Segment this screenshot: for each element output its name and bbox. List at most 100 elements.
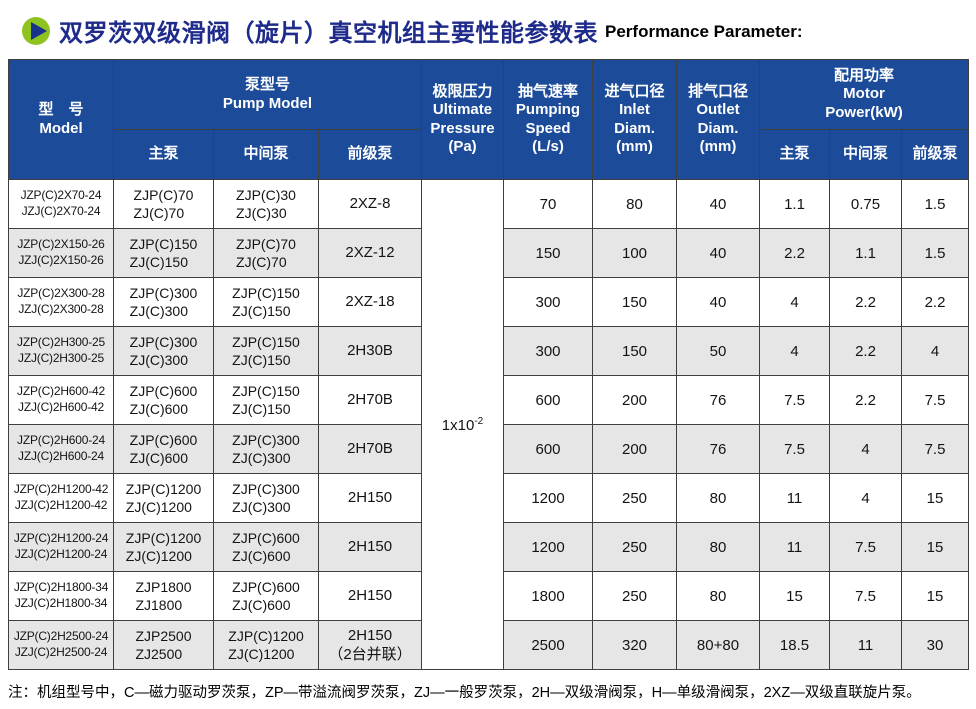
cell-main-pump: ZJP(C)300 ZJ(C)300 — [113, 326, 214, 376]
cell-mid-pump-line: ZJ(C)150 — [232, 303, 291, 319]
cell-power-mid: 4 — [829, 473, 902, 523]
cell-power-fore: 30 — [900, 620, 970, 670]
cell-main-pump-line: ZJ(C)600 — [129, 450, 189, 466]
outlet-line: Diam. — [697, 119, 739, 137]
cell-fore-pump: 2H150 — [318, 473, 422, 523]
col-header-pumping-speed: 抽气速率 Pumping Speed (L/s) — [503, 59, 593, 180]
cell-main-pump-line: ZJP(C)1200 — [125, 529, 202, 546]
cell-inlet-diam: 250 — [592, 473, 677, 523]
cell-power-mid: 1.1 — [829, 228, 902, 278]
cell-main-pump-line: ZJP(C)300 — [129, 284, 198, 301]
cell-outlet-diam: 40 — [676, 179, 760, 229]
cell-main-pump: ZJP(C)70 ZJ(C)70 — [113, 179, 214, 229]
cell-mid-pump-line: ZJ(C)600 — [232, 548, 291, 564]
cell-mid-pump-line: ZJ(C)1200 — [228, 646, 295, 662]
col-header-motor-power-group: 配用功率 Motor Power(kW) — [758, 59, 970, 130]
cell-main-pump-line: ZJ(C)70 — [133, 205, 185, 221]
cell-mid-pump-line: ZJP(C)300 — [232, 480, 300, 497]
table-row: JZP(C)2H1200-24 JZJ(C)2H1200-24 ZJP(C)1200… — [8, 522, 970, 572]
col-header-model-en: Model — [39, 119, 83, 137]
cell-model: JZP(C)2H600-24 JZJ(C)2H600-24 — [8, 424, 114, 474]
cell-power-mid: 2.2 — [829, 375, 902, 425]
inlet-line: Inlet — [619, 101, 650, 119]
cell-main-pump-lines: ZJP(C)300 ZJ(C)300 — [130, 333, 198, 369]
ultimate-pressure-base: 1x10 — [441, 416, 475, 434]
speed-line: 抽气速率 — [517, 82, 578, 100]
col-header-ultimate-pressure: 极限压力 Ultimate Pressure (Pa) — [421, 59, 504, 180]
cell-mid-pump: ZJP(C)300 ZJ(C)300 — [213, 473, 319, 523]
table-row: JZP(C)2H1200-42 JZJ(C)2H1200-42 ZJP(C)1200… — [8, 473, 970, 523]
cell-main-pump: ZJP(C)300 ZJ(C)300 — [113, 277, 214, 327]
cell-mid-pump: ZJP(C)150 ZJ(C)150 — [213, 277, 319, 327]
cell-outlet-diam: 40 — [676, 277, 760, 327]
table-row: JZP(C)2H2500-24 JZJ(C)2H2500-24 ZJP2500 ZJ2… — [8, 620, 970, 670]
cell-mid-pump-lines: ZJP(C)150 ZJ(C)150 — [232, 382, 300, 418]
cell-fore-pump-line: 2H150 — [347, 489, 393, 507]
cell-main-pump-line: ZJP(C)300 — [129, 333, 198, 350]
cell-power-fore: 15 — [900, 473, 970, 523]
cell-mid-pump-line: ZJP(C)30 — [236, 186, 296, 203]
col-header-pump-model-group: 泵型号 Pump Model — [113, 59, 422, 130]
cell-main-pump-line: ZJP(C)600 — [129, 382, 198, 399]
cell-fore-pump-line: 2XZ-8 — [349, 195, 391, 213]
cell-model-line: JZP(C)2H1800-34 — [13, 580, 109, 595]
cell-fore-pump: 2H70B — [318, 375, 422, 425]
table-row: JZP(C)2H600-42 JZJ(C)2H600-42 ZJP(C)600 ZJ(… — [8, 375, 970, 425]
cell-model-line: JZJ(C)2H1200-24 — [14, 547, 108, 561]
cell-mid-pump-line: ZJP(C)600 — [232, 578, 300, 595]
cell-inlet-diam: 150 — [592, 277, 677, 327]
cell-model-line: JZP(C)2H1200-42 — [13, 482, 109, 497]
cell-mid-pump-line: ZJ(C)150 — [232, 352, 291, 368]
cell-model-line: JZJ(C)2X70-24 — [21, 204, 101, 218]
cell-power-mid: 7.5 — [829, 571, 902, 621]
speed-line: (L/s) — [532, 137, 564, 155]
cell-main-pump: ZJP(C)1200 ZJ(C)1200 — [113, 473, 214, 523]
cell-inlet-diam: 200 — [592, 424, 677, 474]
power-group-line: Motor — [843, 85, 885, 103]
cell-inlet-diam: 200 — [592, 375, 677, 425]
cell-main-pump-line: ZJP(C)150 — [129, 235, 198, 252]
cell-mid-pump-lines: ZJP(C)150 ZJ(C)150 — [232, 284, 300, 320]
cell-mid-pump-line: ZJP(C)150 — [232, 333, 300, 350]
cell-outlet-diam: 80+80 — [676, 620, 760, 670]
page-title: 双罗茨双级滑阀（旋片）真空机组主要性能参数表 — [59, 20, 598, 47]
cell-power-mid: 4 — [829, 424, 902, 474]
cell-mid-pump-lines: ZJP(C)70 ZJ(C)70 — [236, 235, 296, 271]
cell-main-pump-lines: ZJP(C)600 ZJ(C)600 — [130, 431, 198, 467]
cell-fore-pump: 2XZ-12 — [318, 228, 422, 278]
cell-main-pump: ZJP(C)600 ZJ(C)600 — [113, 424, 214, 474]
cell-pumping-speed: 150 — [503, 228, 593, 278]
power-group-line: 配用功率 — [834, 67, 895, 85]
cell-mid-pump-line: ZJ(C)600 — [232, 597, 291, 613]
cell-model-line: JZP(C)2X300-28 — [17, 286, 105, 301]
cell-inlet-diam: 150 — [592, 326, 677, 376]
cell-fore-pump-line: 2XZ-18 — [345, 293, 395, 311]
cell-power-fore: 1.5 — [900, 228, 970, 278]
col-header-model: 型 号 Model — [8, 59, 114, 180]
table-row: JZP(C)2X70-24 JZJ(C)2X70-24 ZJP(C)70 ZJ(C)7… — [8, 179, 970, 670]
cell-pumping-speed: 600 — [503, 424, 593, 474]
cell-fore-pump: 2H30B — [318, 326, 422, 376]
cell-power-fore: 2.2 — [900, 277, 970, 327]
cell-main-pump: ZJP(C)1200 ZJ(C)1200 — [113, 522, 214, 572]
cell-pumping-speed: 300 — [503, 277, 593, 327]
cell-fore-pump-line: 2H150 — [347, 538, 393, 556]
cell-main-pump-line: ZJP2500 — [135, 627, 192, 644]
cell-mid-pump: ZJP(C)150 ZJ(C)150 — [213, 326, 319, 376]
table-row: JZP(C)2H600-24 JZJ(C)2H600-24 ZJP(C)600 ZJ(… — [8, 424, 970, 474]
cell-model-line: JZP(C)2H600-42 — [17, 384, 105, 399]
outlet-line: 排气口径 — [687, 82, 748, 100]
cell-inlet-diam: 320 — [592, 620, 677, 670]
page-header: 双罗茨双级滑阀（旋片）真空机组主要性能参数表 Performance Param… — [0, 0, 976, 57]
cell-mid-pump: ZJP(C)30 ZJ(C)30 — [213, 179, 319, 229]
cell-main-pump-line: ZJ(C)1200 — [125, 548, 192, 564]
cell-model-line: JZJ(C)2H300-25 — [18, 351, 104, 365]
cell-model-line: JZP(C)2X150-26 — [17, 237, 105, 252]
cell-main-pump-line: ZJ(C)300 — [129, 352, 189, 368]
col-header-main-pump: 主泵 — [113, 129, 214, 180]
col-header-model-zh: 型 号 — [38, 101, 84, 119]
cell-main-pump-line: ZJP(C)1200 — [125, 480, 202, 497]
cell-model: JZP(C)2H1200-24 JZJ(C)2H1200-24 — [8, 522, 114, 572]
cell-pumping-speed: 1200 — [503, 473, 593, 523]
cell-mid-pump-lines: ZJP(C)30 ZJ(C)30 — [236, 186, 296, 222]
